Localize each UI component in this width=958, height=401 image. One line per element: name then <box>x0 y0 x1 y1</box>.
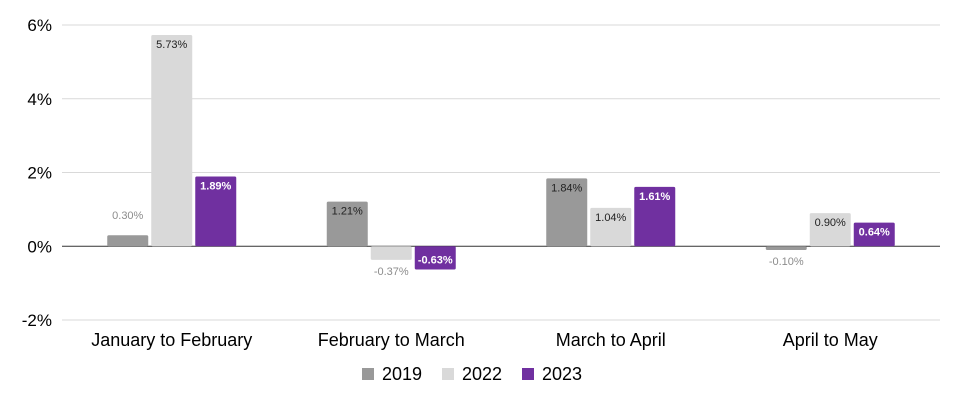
data-label: 0.90% <box>815 217 846 229</box>
data-label: 5.73% <box>156 39 187 51</box>
bars <box>107 34 895 270</box>
legend-item-2023: 2023 <box>522 364 582 384</box>
legend-item-2019: 2019 <box>362 364 422 384</box>
y-tick-label: 6% <box>27 16 52 35</box>
bar-2019 <box>546 178 588 247</box>
y-tick-label: 4% <box>27 90 52 109</box>
bar-2023 <box>853 222 895 247</box>
data-label: 1.84% <box>551 182 582 194</box>
y-tick-label: 2% <box>27 164 52 183</box>
bar-2022 <box>590 207 632 247</box>
data-label: -0.10% <box>769 256 804 268</box>
x-axis-categories: January to February February to March Marc… <box>91 330 878 350</box>
bar-2023 <box>414 246 456 270</box>
bar-2022 <box>151 34 193 247</box>
legend-swatch <box>362 368 374 380</box>
data-label: -0.37% <box>374 266 409 278</box>
bar-2022 <box>809 213 851 247</box>
x-category-label: February to March <box>318 330 465 350</box>
data-label: -0.63% <box>418 254 453 266</box>
y-tick-label: 0% <box>27 237 52 256</box>
x-category-label: April to May <box>783 330 878 350</box>
data-label: 1.21% <box>332 206 363 218</box>
legend-swatch <box>442 368 454 380</box>
data-label: 1.61% <box>639 191 670 203</box>
legend-label: 2022 <box>462 364 502 384</box>
bar-2023 <box>195 176 237 247</box>
bar-2023 <box>634 186 676 247</box>
legend: 2019 2022 2023 <box>362 364 582 384</box>
x-category-label: March to April <box>556 330 666 350</box>
grid <box>62 24 940 321</box>
bar-2022 <box>370 246 412 260</box>
data-labels: 0.30% 5.73% 1.89% 1.21% -0.37% -0.63% 1.84% 1.0… <box>112 39 890 278</box>
legend-item-2022: 2022 <box>442 364 502 384</box>
y-tick-label: -2% <box>22 311 52 330</box>
bar-2019 <box>326 201 368 247</box>
data-label: 1.89% <box>200 181 231 193</box>
x-category-label: January to February <box>91 330 252 350</box>
bar-2019 <box>107 235 149 247</box>
legend-swatch <box>522 368 534 380</box>
legend-label: 2023 <box>542 364 582 384</box>
y-axis-ticks: -2% 0% 2% 4% 6% <box>22 16 52 330</box>
legend-label: 2019 <box>382 364 422 384</box>
data-label: 0.64% <box>859 227 890 239</box>
bar-2019 <box>765 246 807 250</box>
data-label: 1.04% <box>595 212 626 224</box>
data-label: 0.30% <box>112 210 143 222</box>
